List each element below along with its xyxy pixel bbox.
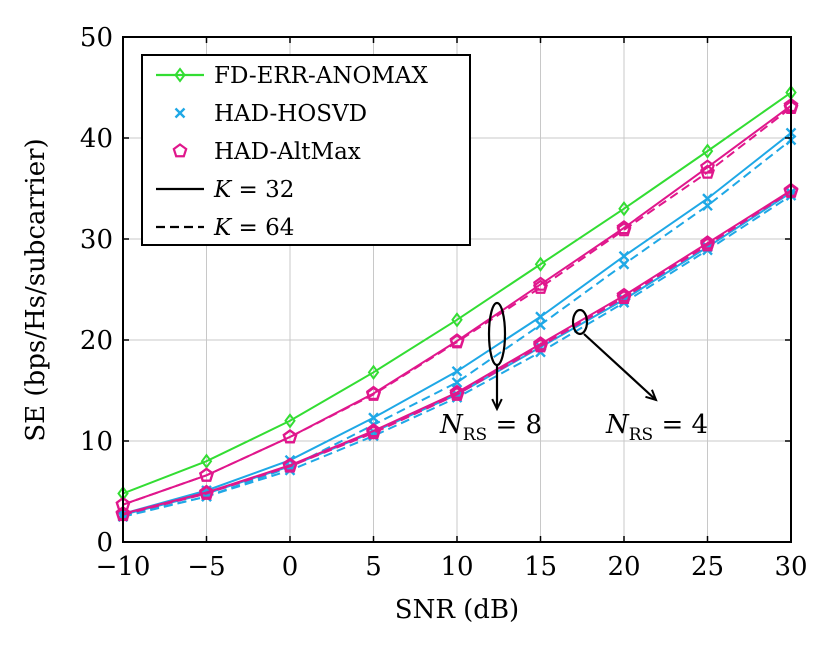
annotation-arrowhead — [645, 389, 658, 402]
data-point — [618, 250, 630, 262]
y-tick-label: 40 — [80, 124, 113, 154]
ticks: −10 −5 0 5 10 15 20 25 30 0 10 20 30 40 50 — [80, 23, 808, 582]
legend-label: K = 64 — [213, 215, 294, 241]
data-point — [618, 258, 630, 270]
legend-entry: K = 32 — [156, 177, 294, 203]
legend-label: HAD-AltMax — [214, 139, 361, 165]
data-point — [700, 164, 715, 179]
data-point — [282, 458, 298, 473]
annotation-arrow — [583, 333, 657, 401]
x-tick-label: 20 — [607, 552, 640, 582]
data-point — [449, 334, 465, 349]
data-point — [533, 279, 548, 294]
series-line — [122, 190, 792, 516]
legend-label: HAD-HOSVD — [214, 101, 367, 127]
data-point — [451, 377, 463, 388]
x-tick-label: 30 — [774, 552, 807, 582]
data-point — [700, 237, 715, 252]
data-point — [174, 107, 186, 119]
data-point — [451, 312, 463, 328]
data-point — [616, 287, 632, 302]
series-line — [122, 106, 792, 506]
data-point — [535, 311, 546, 323]
data-point — [366, 425, 381, 440]
y-tick-label: 30 — [80, 225, 113, 255]
data-point — [616, 220, 632, 235]
data-point — [616, 289, 632, 304]
data-point — [449, 384, 465, 399]
legend: FD-ERR-ANOMAX HAD-HOSVD HAD-AltMax K = 32 K … — [141, 54, 471, 246]
legend-entry: HAD-AltMax — [172, 139, 361, 165]
data-point — [701, 143, 714, 159]
annotations: NRS = 8 NRS = 4 — [439, 301, 708, 445]
annotation-label: NRS = 8 — [439, 410, 542, 445]
legend-box — [141, 54, 471, 246]
series-layer — [115, 84, 799, 523]
data-point — [533, 276, 548, 291]
y-tick-label: 50 — [80, 23, 113, 53]
data-point — [616, 222, 632, 237]
data-point — [366, 423, 381, 438]
x-tick-label: 10 — [440, 552, 473, 582]
x-axis-title: SNR (dB) — [395, 595, 519, 625]
y-tick-label: 20 — [80, 326, 113, 356]
series-group — [115, 183, 799, 522]
y-tick-label: 0 — [96, 528, 113, 558]
series-line — [122, 91, 792, 495]
legend-entry: FD-ERR-ANOMAX — [156, 63, 429, 89]
x-tick-label: −10 — [96, 552, 151, 582]
annotation-arrowhead — [491, 398, 503, 412]
data-point — [199, 467, 214, 482]
legend-label: FD-ERR-ANOMAX — [214, 63, 429, 89]
data-point — [618, 201, 630, 217]
data-point — [533, 338, 548, 353]
data-point — [284, 413, 296, 429]
y-tick-label: 10 — [80, 427, 113, 457]
x-tick-label: 15 — [524, 552, 557, 582]
legend-entry: K = 64 — [156, 215, 294, 241]
annotation-label: NRS = 4 — [605, 410, 708, 445]
data-point — [199, 485, 214, 500]
x-tick-label: 5 — [365, 552, 382, 582]
data-point — [451, 365, 463, 377]
annotation-ellipse — [571, 308, 589, 336]
data-point — [700, 235, 715, 250]
data-point — [449, 386, 465, 401]
x-tick-label: −5 — [187, 552, 225, 582]
data-point — [533, 336, 548, 351]
data-point — [367, 364, 380, 380]
data-point — [366, 386, 381, 401]
data-point — [172, 143, 188, 158]
data-point — [535, 319, 546, 331]
data-point — [702, 200, 713, 212]
data-point — [174, 67, 186, 83]
data-point — [200, 453, 213, 469]
legend-entry: HAD-HOSVD — [174, 101, 367, 127]
x-tick-label: 0 — [282, 552, 299, 582]
y-axis-title: SE (bps/Hs/subcarrier) — [21, 138, 51, 441]
legend-label: K = 32 — [213, 177, 294, 203]
data-point — [534, 256, 547, 272]
data-point — [282, 429, 298, 444]
x-tick-label: 25 — [691, 552, 724, 582]
